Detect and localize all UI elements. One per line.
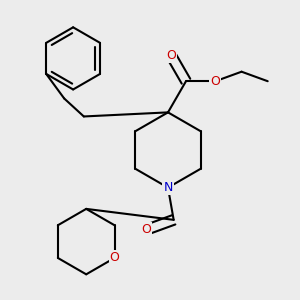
Text: O: O: [211, 75, 220, 88]
Text: O: O: [166, 49, 176, 62]
Text: O: O: [110, 251, 119, 265]
Text: O: O: [141, 224, 151, 236]
Text: N: N: [163, 181, 173, 194]
